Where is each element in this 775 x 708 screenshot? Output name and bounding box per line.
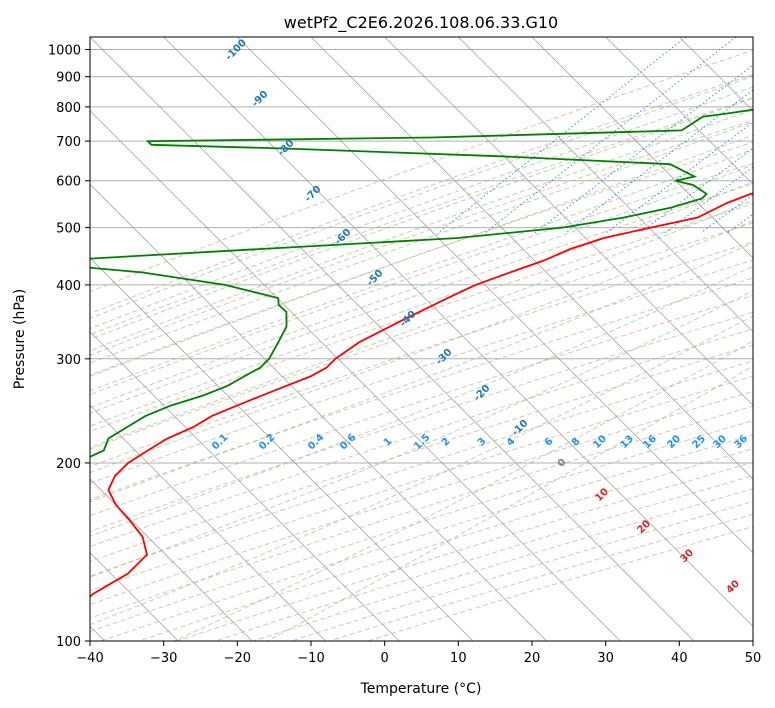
dry-adiabat-line xyxy=(90,141,753,376)
dry-adiabat-line xyxy=(90,277,753,501)
moist-adiabat-line xyxy=(90,242,753,503)
mixing-ratio-line xyxy=(639,147,753,234)
isotherm-line xyxy=(384,37,753,406)
x-tick-label: 50 xyxy=(745,651,762,666)
dewpoint-profile-line xyxy=(90,108,753,458)
dry-adiabat-line xyxy=(90,311,753,532)
x-tick-label: −20 xyxy=(224,651,251,666)
isotherm-line xyxy=(458,37,753,333)
dry-adiabat-line xyxy=(90,259,753,484)
isotherm-line xyxy=(90,37,695,641)
x-tick-label: 10 xyxy=(450,651,467,666)
isotherm-line xyxy=(90,331,400,641)
x-axis-label: Temperature (°C) xyxy=(360,681,482,697)
dry-adiabat-line xyxy=(90,162,753,396)
moist-adiabat-line xyxy=(90,121,753,364)
moist-adiabat-line xyxy=(90,164,753,408)
mixing-ratio-line xyxy=(534,64,753,234)
isotherm-line xyxy=(237,37,753,554)
moist-adiabat-line xyxy=(90,109,753,352)
moist-adiabat-line xyxy=(173,340,753,641)
dry-adiabat-line xyxy=(90,375,753,591)
y-tick-label: 200 xyxy=(56,457,81,472)
x-axis: −40 −30 −20 −10 0 10 20 30 40 50 xyxy=(76,641,761,666)
temperature-profile-line xyxy=(90,192,753,599)
x-tick-label: 40 xyxy=(671,651,688,666)
isotherm-line xyxy=(90,183,547,641)
moist-adiabat-line xyxy=(90,199,753,449)
x-tick-label: 0 xyxy=(381,651,389,666)
isotherm-line xyxy=(531,37,753,259)
dry-adiabat-line xyxy=(90,241,753,468)
isotherm-line xyxy=(90,404,326,641)
y-tick-label: 700 xyxy=(56,135,81,150)
dry-adiabat-line xyxy=(90,97,753,336)
y-tick-label: 900 xyxy=(56,71,81,86)
chart-title: wetPf2_C2E6.2026.108.06.33.G10 xyxy=(284,13,558,33)
dry-adiabat-line xyxy=(90,222,753,450)
moist-adiabat-line xyxy=(90,75,753,319)
isotherm-line xyxy=(605,37,753,185)
mixing-ratio-line xyxy=(438,37,687,234)
background-lines xyxy=(90,37,775,641)
moist-adiabat-line xyxy=(90,181,753,427)
isotherm-line xyxy=(163,37,753,627)
plot-frame xyxy=(89,36,754,642)
y-tick-label: 1000 xyxy=(48,44,81,59)
dry-adiabat-line xyxy=(90,344,753,563)
x-tick-label: −10 xyxy=(297,651,324,666)
moist-adiabat-line xyxy=(267,365,753,641)
y-axis-label: Pressure (hPa) xyxy=(12,289,28,389)
profile-lines xyxy=(90,108,753,599)
y-tick-label: 300 xyxy=(56,353,81,368)
moist-adiabat-line xyxy=(90,265,753,537)
y-tick-label: 600 xyxy=(56,175,81,190)
y-tick-label: 100 xyxy=(56,635,81,650)
dry-adiabat-line xyxy=(90,328,753,548)
moist-adiabat-line xyxy=(90,148,753,392)
y-tick-label: 500 xyxy=(56,222,81,237)
mixing-ratio-line xyxy=(766,37,775,233)
dry-adiabat-line xyxy=(90,49,753,293)
dry-adiabat-line xyxy=(90,294,753,517)
x-tick-label: 30 xyxy=(597,651,614,666)
y-axis: 100 200 300 400 500 600 700 800 900 1000 xyxy=(48,44,90,650)
dry-adiabat-line xyxy=(90,390,753,605)
dry-adiabat-line xyxy=(90,360,753,577)
isotherm-line xyxy=(752,37,753,38)
x-tick-label: −30 xyxy=(150,651,177,666)
isotherm-line xyxy=(90,257,474,641)
y-tick-label: 400 xyxy=(56,279,81,294)
x-tick-label: 20 xyxy=(524,651,541,666)
isotherm-line xyxy=(90,110,621,641)
x-tick-label: −40 xyxy=(76,651,103,666)
y-tick-label: 800 xyxy=(56,101,81,116)
